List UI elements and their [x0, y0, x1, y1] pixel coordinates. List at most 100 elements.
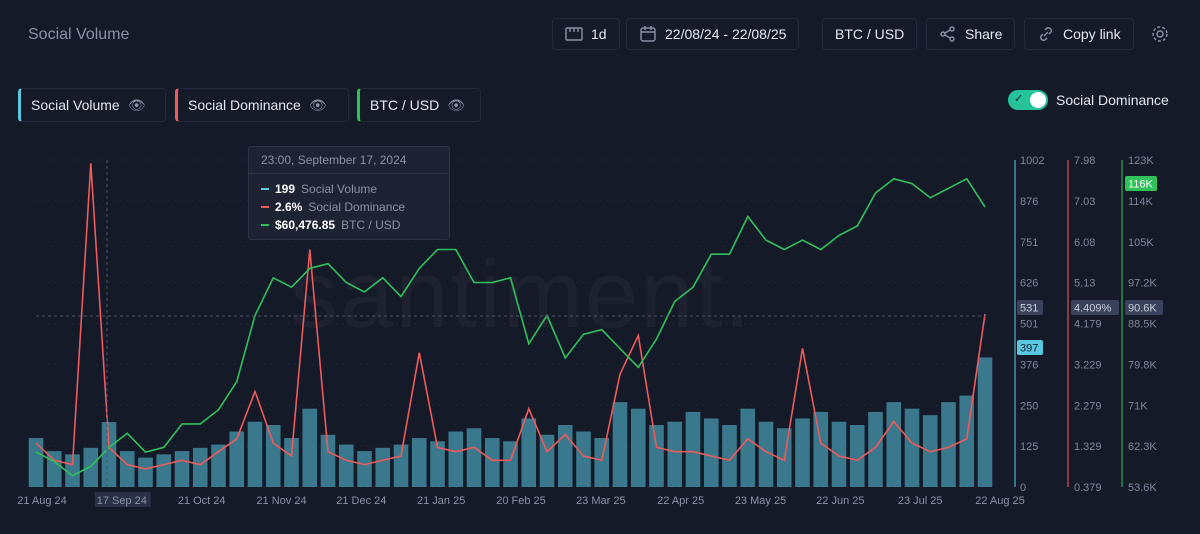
social-volume-bar — [284, 438, 299, 487]
page-title: Social Volume — [28, 26, 130, 43]
social-volume-bar — [685, 411, 701, 487]
social-volume-bar — [831, 421, 847, 487]
x-tick-label: 17 Sep 24 — [97, 495, 147, 507]
y-tick-label: 71K — [1128, 400, 1148, 412]
social-volume-bar — [83, 447, 99, 487]
y-tick-label: 3.229 — [1074, 359, 1102, 371]
crosshair-dominance-label: 4.409% — [1074, 303, 1112, 315]
social-volume-bar — [338, 444, 354, 487]
y-tick-label: 5.13 — [1074, 278, 1095, 290]
social-volume-bar — [119, 451, 135, 487]
y-tick-label: 125 — [1020, 441, 1038, 453]
x-tick-highlight — [94, 492, 151, 507]
toggle-label: Social Dominance — [1056, 92, 1169, 108]
y-tick-label: 876 — [1020, 196, 1038, 208]
y-tick-label: 7.98 — [1074, 155, 1095, 167]
social-volume-bar — [375, 447, 391, 487]
social-dominance-line — [35, 163, 986, 470]
legend-social-volume[interactable]: Social Volume 👁 — [18, 88, 166, 122]
pair-button[interactable]: BTC / USD — [822, 18, 918, 50]
social-volume-bar — [302, 408, 318, 487]
x-tick-label: 22 Aug 25 — [975, 495, 1025, 507]
interval-button[interactable]: 1d — [552, 18, 620, 50]
copy-link-button[interactable]: Copy link — [1024, 18, 1134, 50]
social-dominance-toggle[interactable]: ✓ — [1008, 90, 1048, 110]
crosshair-btc-label: 90.6K — [1128, 303, 1157, 315]
social-volume-bar — [138, 457, 153, 487]
current-btc-label-bg — [1125, 176, 1157, 191]
tooltip-row: 199 Social Volume — [249, 180, 449, 198]
check-icon: ✓ — [1014, 93, 1024, 105]
y-tick-label: 250 — [1020, 400, 1038, 412]
y-tick-label: 97.2K — [1128, 278, 1157, 290]
social-volume-bar — [521, 418, 537, 487]
social-volume-bar — [466, 428, 482, 487]
y-tick-label: 53.6K — [1128, 482, 1157, 494]
eye-icon[interactable]: 👁 — [447, 96, 466, 113]
current-volume-label: 397 — [1020, 343, 1038, 355]
x-tick-label: 21 Nov 24 — [256, 495, 306, 507]
gear-icon — [1152, 26, 1168, 42]
social-volume-bar — [795, 418, 810, 487]
x-tick-label: 22 Apr 25 — [657, 495, 704, 507]
social-volume-bar — [229, 431, 245, 487]
x-tick-label: 21 Dec 24 — [336, 495, 386, 507]
tooltip-row: $60,476.85 BTC / USD — [249, 216, 449, 234]
social-volume-bar — [703, 418, 719, 487]
social-volume-bar — [448, 431, 464, 487]
y-tick-label: 6.08 — [1074, 237, 1095, 249]
social-volume-bar — [941, 402, 956, 487]
settings-button[interactable] — [1144, 18, 1176, 50]
y-tick-label: 1.329 — [1074, 441, 1102, 453]
crosshair-volume-label-bg — [1017, 300, 1043, 315]
legend-btc-usd[interactable]: BTC / USD 👁 — [357, 88, 481, 122]
current-btc-label: 116K — [1128, 179, 1154, 191]
y-tick-label: 62.3K — [1128, 441, 1157, 453]
social-volume-bar — [649, 424, 664, 487]
social-volume-bar — [156, 454, 172, 487]
date-range-button[interactable]: 22/08/24 - 22/08/25 — [626, 18, 800, 50]
x-tick-label: 22 Jun 25 — [816, 495, 864, 507]
social-volume-bar — [758, 421, 774, 487]
crosshair-dominance-label-bg — [1071, 300, 1119, 315]
y-tick-label: 123K — [1128, 155, 1154, 167]
share-icon — [940, 26, 955, 42]
btc-usd-line — [35, 177, 986, 477]
y-tick-label: 7.03 — [1074, 196, 1095, 208]
x-tick-label: 20 Feb 25 — [496, 495, 546, 507]
social-volume-bar — [28, 438, 44, 487]
social-volume-bar — [849, 424, 865, 487]
y-tick-label: 0.379 — [1074, 482, 1102, 494]
legend-social-dominance[interactable]: Social Dominance 👁 — [175, 88, 349, 122]
calendar-icon — [640, 26, 656, 42]
ruler-icon — [565, 27, 583, 41]
current-volume-label-bg — [1017, 340, 1043, 355]
link-icon — [1040, 27, 1052, 41]
social-volume-bar — [247, 421, 263, 487]
social-volume-bar — [174, 451, 190, 487]
social-volume-bar — [868, 411, 883, 487]
social-volume-bar — [411, 438, 427, 487]
social-volume-bar — [192, 447, 208, 487]
eye-icon[interactable]: 👁 — [127, 96, 146, 113]
social-volume-bar — [557, 424, 573, 487]
social-volume-bar — [576, 431, 591, 487]
share-button[interactable]: Share — [926, 18, 1016, 50]
crosshair-btc-label-bg — [1125, 300, 1163, 315]
social-volume-bar — [393, 444, 409, 487]
x-tick-label: 23 Jul 25 — [898, 495, 943, 507]
y-tick-label: 88.5K — [1128, 319, 1157, 331]
y-tick-label: 4.179 — [1074, 319, 1102, 331]
social-volume-bar — [630, 408, 646, 487]
y-tick-label: 2.279 — [1074, 400, 1102, 412]
social-volume-bar — [904, 408, 920, 487]
x-tick-label: 21 Jan 25 — [417, 495, 465, 507]
eye-icon[interactable]: 👁 — [308, 96, 327, 113]
social-volume-bar — [740, 408, 756, 487]
social-volume-bar — [886, 402, 902, 487]
y-tick-label: 114K — [1128, 196, 1154, 208]
social-volume-bar — [101, 422, 117, 487]
social-volume-bar — [430, 441, 445, 487]
x-tick-label: 23 May 25 — [735, 495, 786, 507]
